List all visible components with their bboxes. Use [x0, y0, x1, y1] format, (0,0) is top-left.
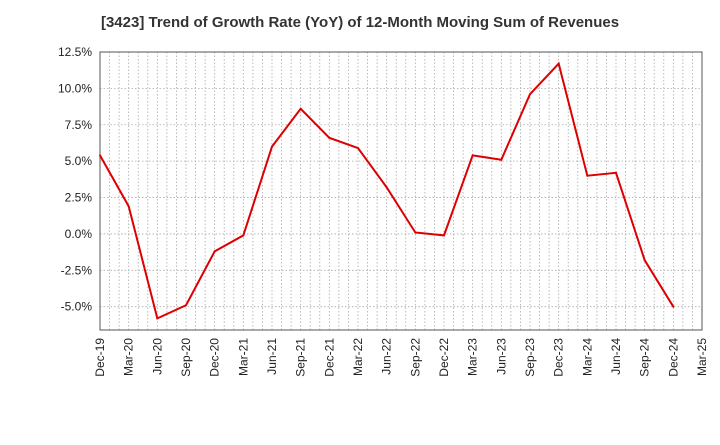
- x-tick-label: Dec-22: [437, 338, 451, 377]
- data-point: [185, 304, 187, 307]
- data-point: [213, 250, 216, 253]
- y-tick-label: -2.5%: [61, 263, 93, 277]
- x-tick-label: Jun-24: [609, 338, 623, 375]
- plot-frame: [99, 51, 703, 331]
- data-point: [471, 154, 474, 157]
- data-point: [586, 174, 589, 177]
- x-tick-label: Mar-25: [695, 338, 709, 376]
- x-tick-label: Mar-24: [580, 338, 594, 376]
- data-point: [615, 171, 617, 174]
- data-point: [529, 93, 531, 96]
- data-point: [127, 205, 130, 208]
- y-tick-label: 10.0%: [58, 81, 92, 95]
- x-tick-label: Mar-23: [466, 338, 480, 376]
- y-tick-label: 7.5%: [65, 118, 93, 132]
- data-point: [156, 317, 159, 320]
- data-point: [299, 107, 302, 110]
- y-tick-label: 0.0%: [65, 227, 93, 241]
- x-tick-label: Dec-21: [322, 338, 336, 377]
- x-tick-label: Dec-19: [93, 338, 107, 377]
- x-tick-label: Sep-24: [638, 338, 652, 377]
- y-tick-label: -5.0%: [61, 300, 93, 314]
- chart-title: [3423] Trend of Growth Rate (YoY) of 12-…: [100, 14, 620, 31]
- data-point: [328, 136, 331, 139]
- x-tick-label: Sep-23: [523, 338, 537, 377]
- x-tick-label: Dec-23: [552, 338, 566, 377]
- data-point: [271, 145, 273, 148]
- y-tick-label: 2.5%: [65, 191, 93, 205]
- x-tick-label: Jun-23: [494, 338, 508, 375]
- y-tick-label: 12.5%: [58, 45, 92, 59]
- x-tick-label: Mar-22: [351, 338, 365, 376]
- data-point: [414, 231, 417, 234]
- data-point: [385, 186, 388, 189]
- x-tick-label: Mar-20: [122, 338, 136, 376]
- x-tick-label: Dec-20: [208, 338, 222, 377]
- data-point: [99, 154, 101, 157]
- x-tick-label: Jun-21: [265, 338, 279, 375]
- data-point: [443, 234, 445, 237]
- data-point: [643, 259, 646, 262]
- plot-area: [100, 52, 702, 330]
- x-tick-label: Dec-24: [666, 338, 680, 377]
- x-tick-label: Jun-20: [150, 338, 164, 375]
- data-point: [500, 158, 503, 161]
- data-point: [357, 147, 359, 150]
- x-tick-label: Sep-22: [408, 338, 422, 377]
- y-tick-label: 5.0%: [65, 154, 93, 168]
- data-point: [672, 305, 675, 308]
- data-point: [557, 62, 560, 65]
- data-point: [242, 234, 245, 237]
- x-tick-label: Jun-22: [380, 338, 394, 375]
- x-tick-label: Mar-21: [236, 338, 250, 376]
- x-tick-label: Sep-21: [294, 338, 308, 377]
- x-tick-label: Sep-20: [179, 338, 193, 377]
